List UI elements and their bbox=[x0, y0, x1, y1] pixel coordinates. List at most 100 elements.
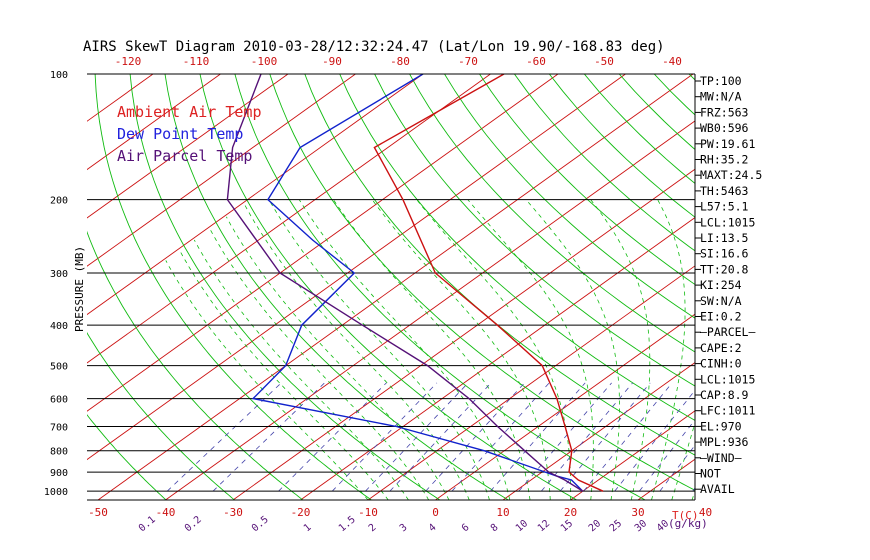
isotherm-line bbox=[87, 74, 356, 267]
index-label: AVAIL bbox=[700, 482, 735, 496]
top-temp-tick-label: -60 bbox=[526, 55, 546, 68]
dry-adiabat-line bbox=[444, 74, 695, 319]
dry-adiabat-line bbox=[164, 74, 509, 500]
mixing-ratio-line bbox=[559, 382, 651, 492]
bottom-temp-tick-label: -10 bbox=[358, 506, 378, 519]
dry-adiabat-line bbox=[794, 74, 870, 500]
isotherm-line bbox=[300, 216, 695, 500]
index-label: LFC:1011 bbox=[700, 404, 755, 418]
moist-adiabat-line bbox=[671, 421, 695, 500]
bottom-temp-tick-label: -50 bbox=[88, 506, 108, 519]
mixing-ratio-tick-label: 30 bbox=[633, 518, 649, 534]
moist-adiabat-line bbox=[209, 228, 430, 500]
mixing-ratio-tick-label: 25 bbox=[608, 518, 624, 534]
index-label: TT:20.8 bbox=[700, 262, 749, 276]
bottom-temp-tick-label: 40 bbox=[699, 506, 712, 519]
pressure-tick-label: 1000 bbox=[44, 487, 68, 498]
pressure-tick-label: 800 bbox=[50, 447, 68, 458]
profile-dew-point-temp bbox=[251, 74, 584, 492]
isotherm-line bbox=[435, 313, 695, 500]
isotherm-line bbox=[570, 410, 695, 500]
moist-adiabat-line bbox=[268, 199, 490, 500]
index-label: TP:100 bbox=[700, 74, 742, 88]
legend-entry: Air Parcel Temp bbox=[117, 147, 252, 165]
index-label: —WIND— bbox=[700, 451, 742, 465]
mixing-ratio-line bbox=[639, 419, 695, 492]
isotherm-line bbox=[232, 168, 695, 500]
dry-adiabat-line bbox=[87, 230, 304, 500]
pressure-tick-label: 200 bbox=[50, 196, 68, 207]
dry-adiabat-line bbox=[374, 74, 695, 387]
dry-adiabat-line bbox=[409, 74, 695, 353]
dry-adiabat-line bbox=[514, 74, 695, 252]
index-label: CAPE:2 bbox=[700, 341, 742, 355]
top-temp-tick-label: -40 bbox=[662, 55, 682, 68]
isotherm-line bbox=[0, 74, 18, 500]
index-label: TH:5463 bbox=[700, 184, 749, 198]
moist-adiabat-line bbox=[298, 199, 511, 500]
dry-adiabat-line bbox=[304, 74, 695, 456]
bottom-temp-tick-label: -20 bbox=[291, 506, 311, 519]
mixing-ratio-tick-label: 0.5 bbox=[250, 514, 271, 534]
index-label: MW:N/A bbox=[700, 90, 742, 104]
mixing-ratio-tick-label: 8 bbox=[489, 522, 501, 534]
isotherm-line bbox=[87, 74, 424, 316]
top-temp-tick-label: -80 bbox=[390, 55, 410, 68]
dry-adiabat-line bbox=[864, 74, 870, 500]
mixing-ratio-tick-label: 15 bbox=[559, 518, 575, 534]
mixing-ratio-tick-label: 6 bbox=[460, 522, 472, 534]
isotherm-line bbox=[367, 265, 695, 500]
dry-adiabat-line bbox=[759, 74, 870, 500]
index-label: LI:13.5 bbox=[700, 231, 748, 245]
dry-adiabat-line bbox=[87, 414, 167, 500]
dry-adiabat-line bbox=[94, 74, 372, 500]
mixing-ratio-tick-label: 20 bbox=[587, 518, 603, 534]
index-label: MAXT:24.5 bbox=[700, 168, 762, 182]
mixing-ratio-tick-label: 12 bbox=[536, 518, 552, 534]
pressure-tick-label: 100 bbox=[50, 70, 68, 81]
dry-adiabat-line bbox=[479, 74, 695, 286]
mixing-ratio-line bbox=[389, 382, 492, 492]
bottom-temp-tick-label: 0 bbox=[432, 506, 439, 519]
mixing-ratio-line bbox=[614, 389, 695, 492]
moist-adiabat-line bbox=[371, 199, 551, 500]
isotherm-line bbox=[87, 74, 289, 219]
profile-ambient-air-temp bbox=[373, 74, 604, 492]
mixing-ratio-line bbox=[425, 382, 525, 492]
index-label: EL:970 bbox=[700, 419, 742, 433]
mixing-ratio-line bbox=[518, 382, 612, 492]
dry-adiabat-line bbox=[829, 74, 870, 500]
index-label: L57:5.1 bbox=[700, 200, 749, 214]
dry-adiabat-line bbox=[653, 74, 695, 116]
index-label: SW:N/A bbox=[700, 294, 742, 308]
isotherm-line bbox=[87, 74, 559, 412]
bottom-temp-tick-label: 10 bbox=[496, 506, 509, 519]
dry-adiabat-line bbox=[199, 74, 577, 500]
legend-entry: Ambient Air Temp bbox=[117, 103, 262, 121]
mixing-ratio-line bbox=[583, 382, 673, 492]
index-label: SI:16.6 bbox=[700, 247, 749, 261]
index-label: LCL:1015 bbox=[700, 215, 755, 229]
moist-adiabat-line bbox=[165, 260, 369, 500]
moist-adiabat-line bbox=[651, 199, 686, 500]
index-label: WB0:596 bbox=[700, 121, 749, 135]
top-temp-tick-label: -110 bbox=[183, 55, 210, 68]
isotherm-line bbox=[502, 361, 695, 500]
isotherm-line bbox=[87, 74, 221, 171]
moist-adiabat-line bbox=[226, 216, 450, 500]
mixing-ratio-tick-label: 0.2 bbox=[183, 514, 204, 534]
y-axis-label: PRESSURE (MB) bbox=[73, 246, 86, 332]
mixing-ratio-line bbox=[659, 444, 695, 492]
top-temp-tick-label: -50 bbox=[594, 55, 614, 68]
mixing-ratio-tick-label: 2 bbox=[367, 522, 379, 534]
moist-adiabat-line bbox=[590, 199, 651, 500]
index-label: LCL:1015 bbox=[700, 372, 755, 386]
isobars bbox=[87, 73, 695, 492]
bottom-temp-tick-label: -40 bbox=[156, 506, 176, 519]
moist-adiabat-line bbox=[333, 199, 531, 500]
pressure-tick-label: 400 bbox=[50, 321, 68, 332]
pressure-tick-label: 900 bbox=[50, 468, 68, 479]
moist-adiabat-line bbox=[467, 199, 594, 500]
x-axis-label: T(C) bbox=[672, 509, 699, 522]
